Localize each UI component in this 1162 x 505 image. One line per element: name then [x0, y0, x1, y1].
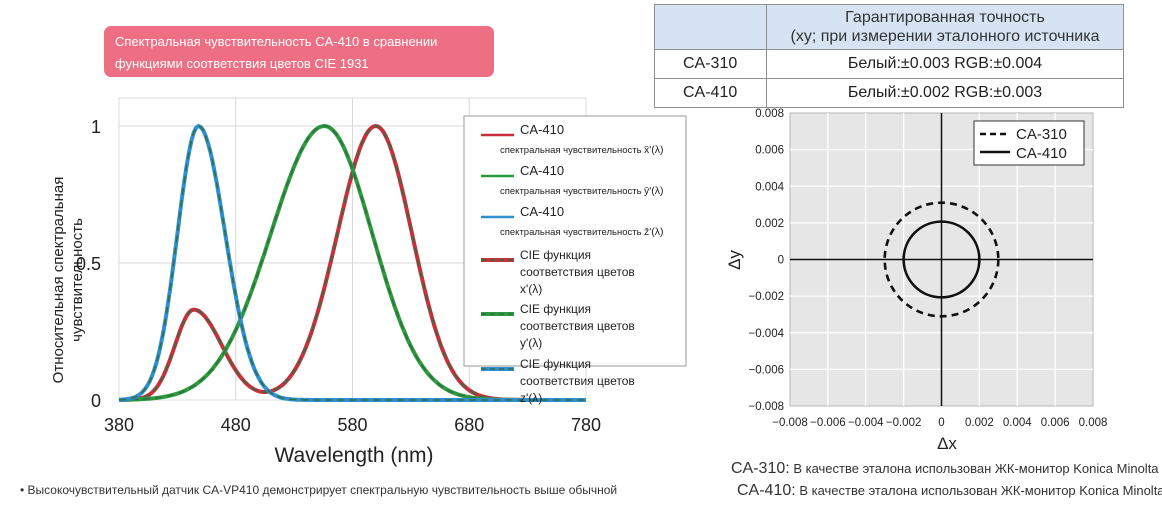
header-line-1: Гарантированная точность [845, 9, 1045, 26]
legend-label-ca310: CA-310 [1016, 126, 1067, 143]
y-tick-label: 0 [778, 255, 784, 267]
legend-line-2: соответствия цветов [520, 319, 635, 333]
legend-line-1: CIE функция [520, 248, 591, 262]
x-tick-label: −0.006 [810, 417, 846, 429]
legend-line-3: z'(λ) [520, 391, 542, 405]
accuracy-circle-ca-310 [883, 201, 1000, 318]
accuracy-circle-ca-410 [902, 220, 981, 299]
y-tick-label: 0.004 [755, 181, 784, 193]
y-tick-label: 0 [91, 391, 101, 411]
y-tick-label: 0.002 [755, 218, 784, 230]
bullet-note: • Высокочувствительный датчик CA-VP410 д… [20, 483, 618, 497]
legend-symbol: x̄'(λ) [644, 144, 664, 156]
table-cell-model: CA-410 [654, 78, 767, 108]
x-tick-label: 780 [571, 415, 601, 435]
table-cell-model: CA-310 [654, 49, 767, 79]
x-tick-label: 0.006 [1041, 417, 1070, 429]
x-tick-label: 0.008 [1079, 417, 1108, 429]
legend-title: CA-410 [520, 122, 564, 137]
note-ca310-text: В качестве эталона использован ЖК-монито… [789, 461, 1159, 476]
note-ca310-model: CA-310: [731, 460, 790, 477]
x-tick-label: 480 [221, 415, 251, 435]
legend-line-1: CIE функция [520, 302, 591, 316]
banner-line-2: функциями соответствия цветов CIE 1931 [115, 56, 369, 71]
y-tick-label: 0.008 [755, 108, 784, 120]
legend-title: CA-410 [520, 163, 564, 178]
header-line-2: (xy; при измерении эталонного источника [790, 28, 1100, 45]
legend-subtitle: спектральная чувствительность [500, 227, 642, 238]
x-tick-label: 0.002 [965, 417, 994, 429]
table-cell-accuracy: Белый:±0.002 RGB:±0.003 [766, 78, 1124, 108]
y-tick-label: 1 [91, 117, 101, 137]
legend-line-1: CIE функция [520, 357, 591, 371]
legend-line-2: соответствия цветов [520, 374, 635, 388]
legend-label-ca410: CA-410 [1016, 145, 1067, 162]
table-row: CA-310 Белый:±0.003 RGB:±0.004 [654, 49, 1124, 79]
legend-entry: CA-410 спектральная чувствительность x̄'(λ… [481, 122, 664, 156]
x-tick-label: 580 [337, 415, 367, 435]
legend-line-3: y'(λ) [520, 336, 542, 350]
legend-entry: CA-410 спектральная чувствительность ȳ'(λ) [481, 163, 664, 197]
spectral-sensitivity-chart: 380 480 580 680 780 0 0.5 1 Wavelength (nm) Отн… [50, 97, 687, 467]
dx-axis-label: Δx [937, 434, 957, 453]
y-tick-label: −0.004 [749, 328, 785, 340]
chart-title-banner: Спектральная чувствительность CA-410 в с… [104, 26, 494, 77]
y-tick-label: −0.006 [749, 364, 785, 376]
note-ca310: CA-310: В качестве эталона использован Ж… [731, 460, 1159, 478]
dy-axis-label: Δy [725, 250, 744, 270]
table-cell-accuracy: Белый:±0.003 RGB:±0.004 [766, 49, 1124, 79]
accuracy-circle-chart: −0.008−0.008−0.006−0.006−0.004−0.004−0.0… [725, 108, 1108, 453]
x-tick-label: −0.004 [848, 417, 884, 429]
x-tick-label: −0.008 [772, 417, 808, 429]
table-row: CA-410 Белый:±0.002 RGB:±0.003 [654, 78, 1124, 108]
legend-line-2: соответствия цветов [520, 265, 635, 279]
y-tick-label: −0.002 [749, 291, 785, 303]
x-tick-label: 0.004 [1003, 417, 1032, 429]
banner-line-1: Спектральная чувствительность CA-410 в с… [115, 34, 438, 49]
note-ca410: CA-410: В качестве эталона использован Ж… [737, 482, 1162, 500]
x-tick-label: 380 [104, 415, 134, 435]
table-header-accuracy: Гарантированная точность (xy; при измере… [766, 4, 1124, 50]
legend-entry: CA-410 спектральная чувствительность z̄'(λ… [481, 204, 664, 238]
legend-entry: CIE функция соответствия цветов z'(λ) [481, 357, 635, 405]
legend-title: CA-410 [520, 204, 564, 219]
note-ca410-model: CA-410: [737, 482, 796, 499]
y-tick-label: 0.5 [76, 254, 101, 274]
legend-entry: CIE функция соответствия цветов y'(λ) [481, 302, 635, 350]
y-axis-label-line-2: чувствительность [69, 218, 86, 342]
legend-subtitle: спектральная чувствительность [500, 186, 642, 197]
x-tick-label: 680 [454, 415, 484, 435]
x-tick-label: −0.002 [886, 417, 922, 429]
note-ca410-text: В качестве эталона использован ЖК-монито… [795, 483, 1162, 498]
table-header-row: Гарантированная точность (xy; при измере… [654, 4, 1124, 50]
y-axis-label-line-1: Относительная спектральная [50, 177, 67, 384]
accuracy-legend: CA-310 CA-410 [973, 120, 1085, 166]
y-tick-label: −0.008 [749, 401, 785, 413]
accuracy-table: Гарантированная точность (xy; при измере… [654, 4, 1124, 108]
legend-entry: CIE функция соответствия цветов x'(λ) [481, 248, 635, 296]
legend-subtitle: спектральная чувствительность [500, 145, 642, 156]
cie-curve-z_bar [118, 125, 586, 401]
legend-line-3: x'(λ) [520, 282, 542, 296]
x-tick-label: 0 [938, 417, 944, 429]
x-axis-label: Wavelength (nm) [274, 444, 433, 467]
y-tick-label: 0.006 [755, 145, 784, 157]
table-header-blank [654, 4, 767, 50]
legend-symbol: ȳ'(λ) [644, 185, 664, 197]
legend-symbol: z̄'(λ) [644, 226, 664, 238]
